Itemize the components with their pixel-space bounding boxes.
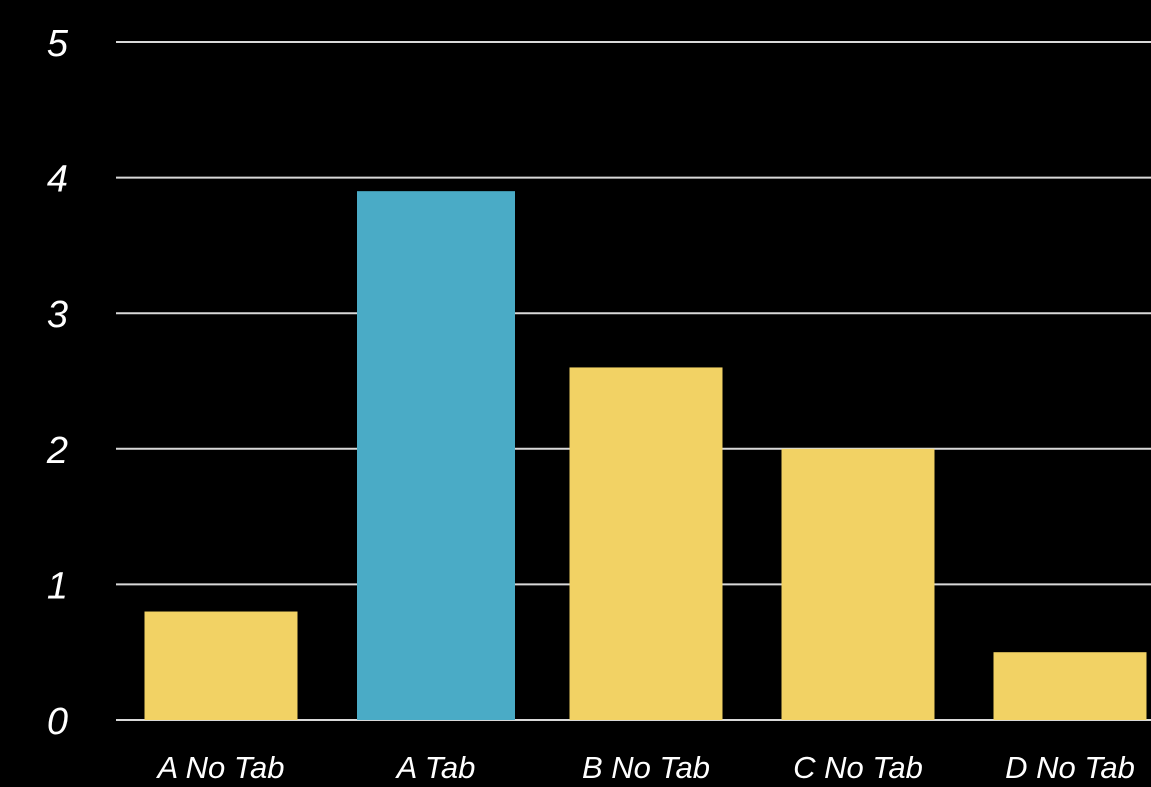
- y-tick-label-0: 0: [47, 701, 68, 743]
- y-tick-label-1: 1: [47, 565, 68, 607]
- x-category-label-b-no-tab: B No Tab: [582, 750, 710, 785]
- x-category-label-c-no-tab: C No Tab: [793, 750, 923, 785]
- bar-a-tab: [357, 191, 515, 720]
- bar-d-no-tab: [993, 652, 1147, 720]
- x-category-label-a-tab: A Tab: [395, 750, 476, 785]
- x-axis-category-labels: A No Tab A Tab B No Tab C No Tab D No Tab: [156, 750, 1135, 785]
- x-category-label-d-no-tab: D No Tab: [1005, 750, 1135, 785]
- bar-c-no-tab: [781, 448, 935, 720]
- y-tick-label-3: 3: [47, 294, 68, 336]
- y-tick-label-5: 5: [47, 23, 69, 65]
- bars: [144, 191, 1147, 720]
- y-axis-tick-labels: 0 1 2 3 4 5: [46, 23, 69, 743]
- y-tick-label-4: 4: [47, 159, 68, 201]
- y-tick-label-2: 2: [46, 430, 68, 472]
- bar-b-no-tab: [569, 367, 723, 720]
- x-category-label-a-no-tab: A No Tab: [156, 750, 285, 785]
- bar-a-no-tab: [144, 611, 298, 720]
